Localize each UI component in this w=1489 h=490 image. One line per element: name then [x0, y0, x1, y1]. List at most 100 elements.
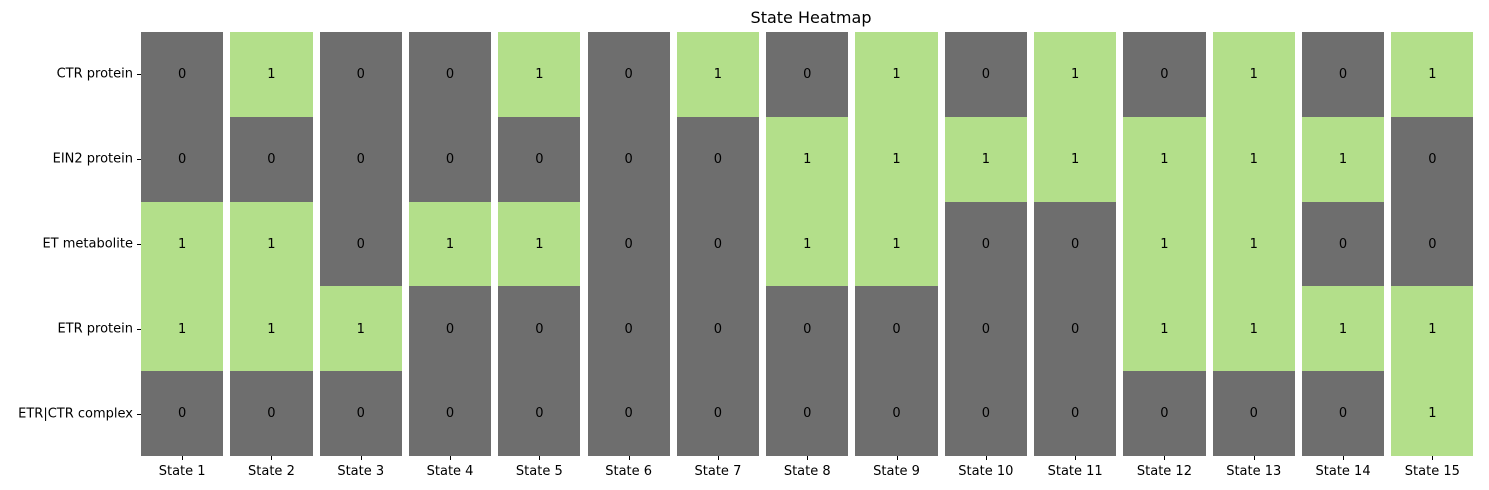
y-tick-label: ETR protein: [57, 321, 133, 337]
heatmap-cell: 1: [1212, 116, 1295, 203]
x-tick: [182, 456, 184, 460]
heatmap-cell: 1: [676, 32, 760, 118]
y-tick-label: CTR protein: [56, 66, 133, 82]
x-tick: [896, 456, 898, 460]
x-tick: [1164, 456, 1166, 460]
y-tick-label: EIN2 protein: [52, 151, 133, 167]
y-tick: [137, 159, 141, 161]
heatmap-cell: 1: [1034, 116, 1117, 203]
x-tick: [539, 456, 541, 460]
heatmap-cell: 0: [1391, 116, 1474, 203]
y-tick-label: ET metabolite: [42, 236, 133, 252]
y-tick: [137, 244, 141, 245]
heatmap-cell: 0: [408, 32, 492, 118]
x-tick: [1075, 456, 1077, 460]
chart-title: State Heatmap: [750, 8, 872, 27]
y-tick: [137, 328, 141, 330]
x-tick: [717, 456, 719, 460]
heatmap-cell: 0: [408, 286, 492, 372]
heatmap-cell: 1: [1123, 286, 1206, 372]
x-tick-label: State 14: [1315, 464, 1371, 479]
heatmap-cell: 0: [1301, 32, 1385, 118]
heatmap-cell: 0: [587, 116, 670, 203]
x-tick-label: State 5: [515, 464, 563, 479]
heatmap-cell: 1: [855, 201, 938, 287]
heatmap-cell: 1: [141, 201, 224, 287]
heatmap-cell: 0: [319, 32, 402, 118]
heatmap-cell: 0: [1123, 32, 1206, 118]
y-tick: [137, 413, 141, 415]
heatmap-cell: 1: [230, 201, 313, 287]
x-tick: [271, 456, 273, 460]
heatmap-cell: 0: [766, 32, 849, 118]
heatmap-cell: 1: [498, 201, 581, 287]
heatmap-cell: 0: [141, 116, 224, 203]
heatmap-cell: 0: [944, 201, 1027, 287]
heatmap-cell: 0: [230, 116, 313, 203]
heatmap-cell: 1: [1123, 201, 1206, 287]
heatmap-cell: 1: [855, 116, 938, 203]
heatmap-cell: 0: [944, 286, 1027, 372]
heatmap-cell: 1: [1123, 116, 1206, 203]
x-tick-label: State 2: [248, 464, 295, 479]
heatmap-cell: 1: [1034, 32, 1117, 118]
heatmap-cell: 1: [1301, 116, 1385, 203]
heatmap-cell: 0: [676, 286, 760, 372]
heatmap-cell: 1: [1391, 286, 1474, 372]
heatmap-cell: 1: [230, 286, 313, 372]
heatmap-cell: 0: [498, 371, 581, 457]
x-tick: [1432, 456, 1434, 460]
heatmap-cell: 1: [141, 286, 224, 372]
x-tick-label: State 6: [605, 464, 653, 479]
x-tick-label: State 8: [783, 464, 831, 479]
heatmap-cell: 0: [1391, 201, 1474, 287]
heatmap-cell: 1: [1212, 32, 1295, 118]
heatmap-cell: 0: [1212, 371, 1295, 457]
heatmap-cell: 0: [1301, 201, 1385, 287]
x-tick-label: State 1: [158, 464, 206, 479]
heatmap-cell: 0: [230, 371, 313, 457]
x-tick: [1343, 456, 1345, 460]
heatmap-cell: 0: [1301, 371, 1385, 457]
heatmap-cell: 1: [1301, 286, 1385, 372]
heatmap-cell: 0: [141, 32, 224, 118]
heatmap-cell: 1: [1212, 201, 1295, 287]
heatmap-cell: 0: [1123, 371, 1206, 457]
y-tick: [137, 74, 141, 76]
x-tick-label: State 4: [426, 464, 474, 479]
heatmap-cell: 1: [766, 201, 849, 287]
heatmap-cell: 0: [587, 371, 670, 457]
heatmap-cell: 1: [766, 116, 849, 203]
heatmap-cell: 1: [319, 286, 402, 372]
heatmap-cell: 0: [855, 286, 938, 372]
y-tick-label: ETR|CTR complex: [18, 406, 133, 422]
heatmap-cell: 0: [766, 286, 849, 372]
heatmap-cell: 1: [498, 32, 581, 118]
heatmap-cell: 0: [587, 32, 670, 118]
heatmap-cell: 0: [944, 371, 1027, 457]
x-tick: [807, 456, 809, 460]
x-tick-label: State 12: [1136, 464, 1192, 479]
heatmap-cell: 0: [587, 201, 670, 287]
x-tick: [360, 456, 362, 460]
heatmap-cell: 0: [587, 286, 670, 372]
x-tick-label: State 15: [1404, 464, 1460, 479]
heatmap-cell: 1: [1391, 371, 1474, 457]
heatmap-cell: 0: [408, 371, 492, 457]
heatmap-cell: 0: [408, 116, 492, 203]
heatmap-cell: 1: [408, 201, 492, 287]
x-tick-label: State 13: [1226, 464, 1282, 479]
heatmap-cell: 1: [944, 116, 1027, 203]
x-tick-label: State 9: [873, 464, 920, 479]
x-tick: [985, 456, 987, 460]
x-tick: [628, 456, 630, 460]
heatmap-cell: 0: [676, 371, 760, 457]
heatmap-cell: 0: [676, 201, 760, 287]
heatmap-cell: 1: [230, 32, 313, 118]
heatmap-cell: 1: [1212, 286, 1295, 372]
heatmap-cell: 0: [319, 201, 402, 287]
heatmap-cell: 0: [1034, 201, 1117, 287]
heatmap-cell: 0: [1034, 371, 1117, 457]
x-tick: [1253, 456, 1255, 460]
x-tick-label: State 7: [694, 464, 742, 479]
